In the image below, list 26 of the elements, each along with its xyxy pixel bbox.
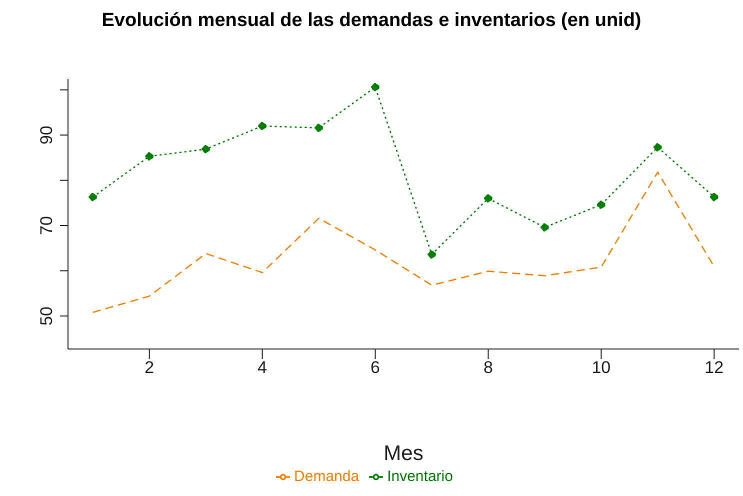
point <box>202 144 210 154</box>
y-tick-label: 90 <box>37 126 56 145</box>
point <box>597 200 606 209</box>
point <box>484 194 492 203</box>
point <box>710 192 718 202</box>
x-tick-label: 4 <box>258 358 268 378</box>
line-series <box>92 172 715 314</box>
x-tick-label: 12 <box>704 358 724 378</box>
point <box>258 122 266 130</box>
point <box>371 82 380 92</box>
y-tick-label: 70 <box>37 216 56 235</box>
y-tick-label: 50 <box>37 306 56 326</box>
x-tick-label: 6 <box>370 358 380 378</box>
legend-label: Inventario <box>387 468 453 485</box>
x-tick-label: 8 <box>483 358 493 378</box>
point <box>540 223 549 232</box>
x-tick-label: 2 <box>144 358 154 378</box>
legend-label: Demanda <box>294 468 360 485</box>
x-tick-label: 10 <box>592 358 611 378</box>
x-axis-title: Mes <box>384 442 424 465</box>
point <box>145 152 154 160</box>
point <box>428 250 436 259</box>
point <box>654 143 662 152</box>
point <box>88 192 97 202</box>
chart-title: Evolución mensual de las demandas e inventarios (en unid) <box>100 10 642 32</box>
point <box>314 124 323 132</box>
